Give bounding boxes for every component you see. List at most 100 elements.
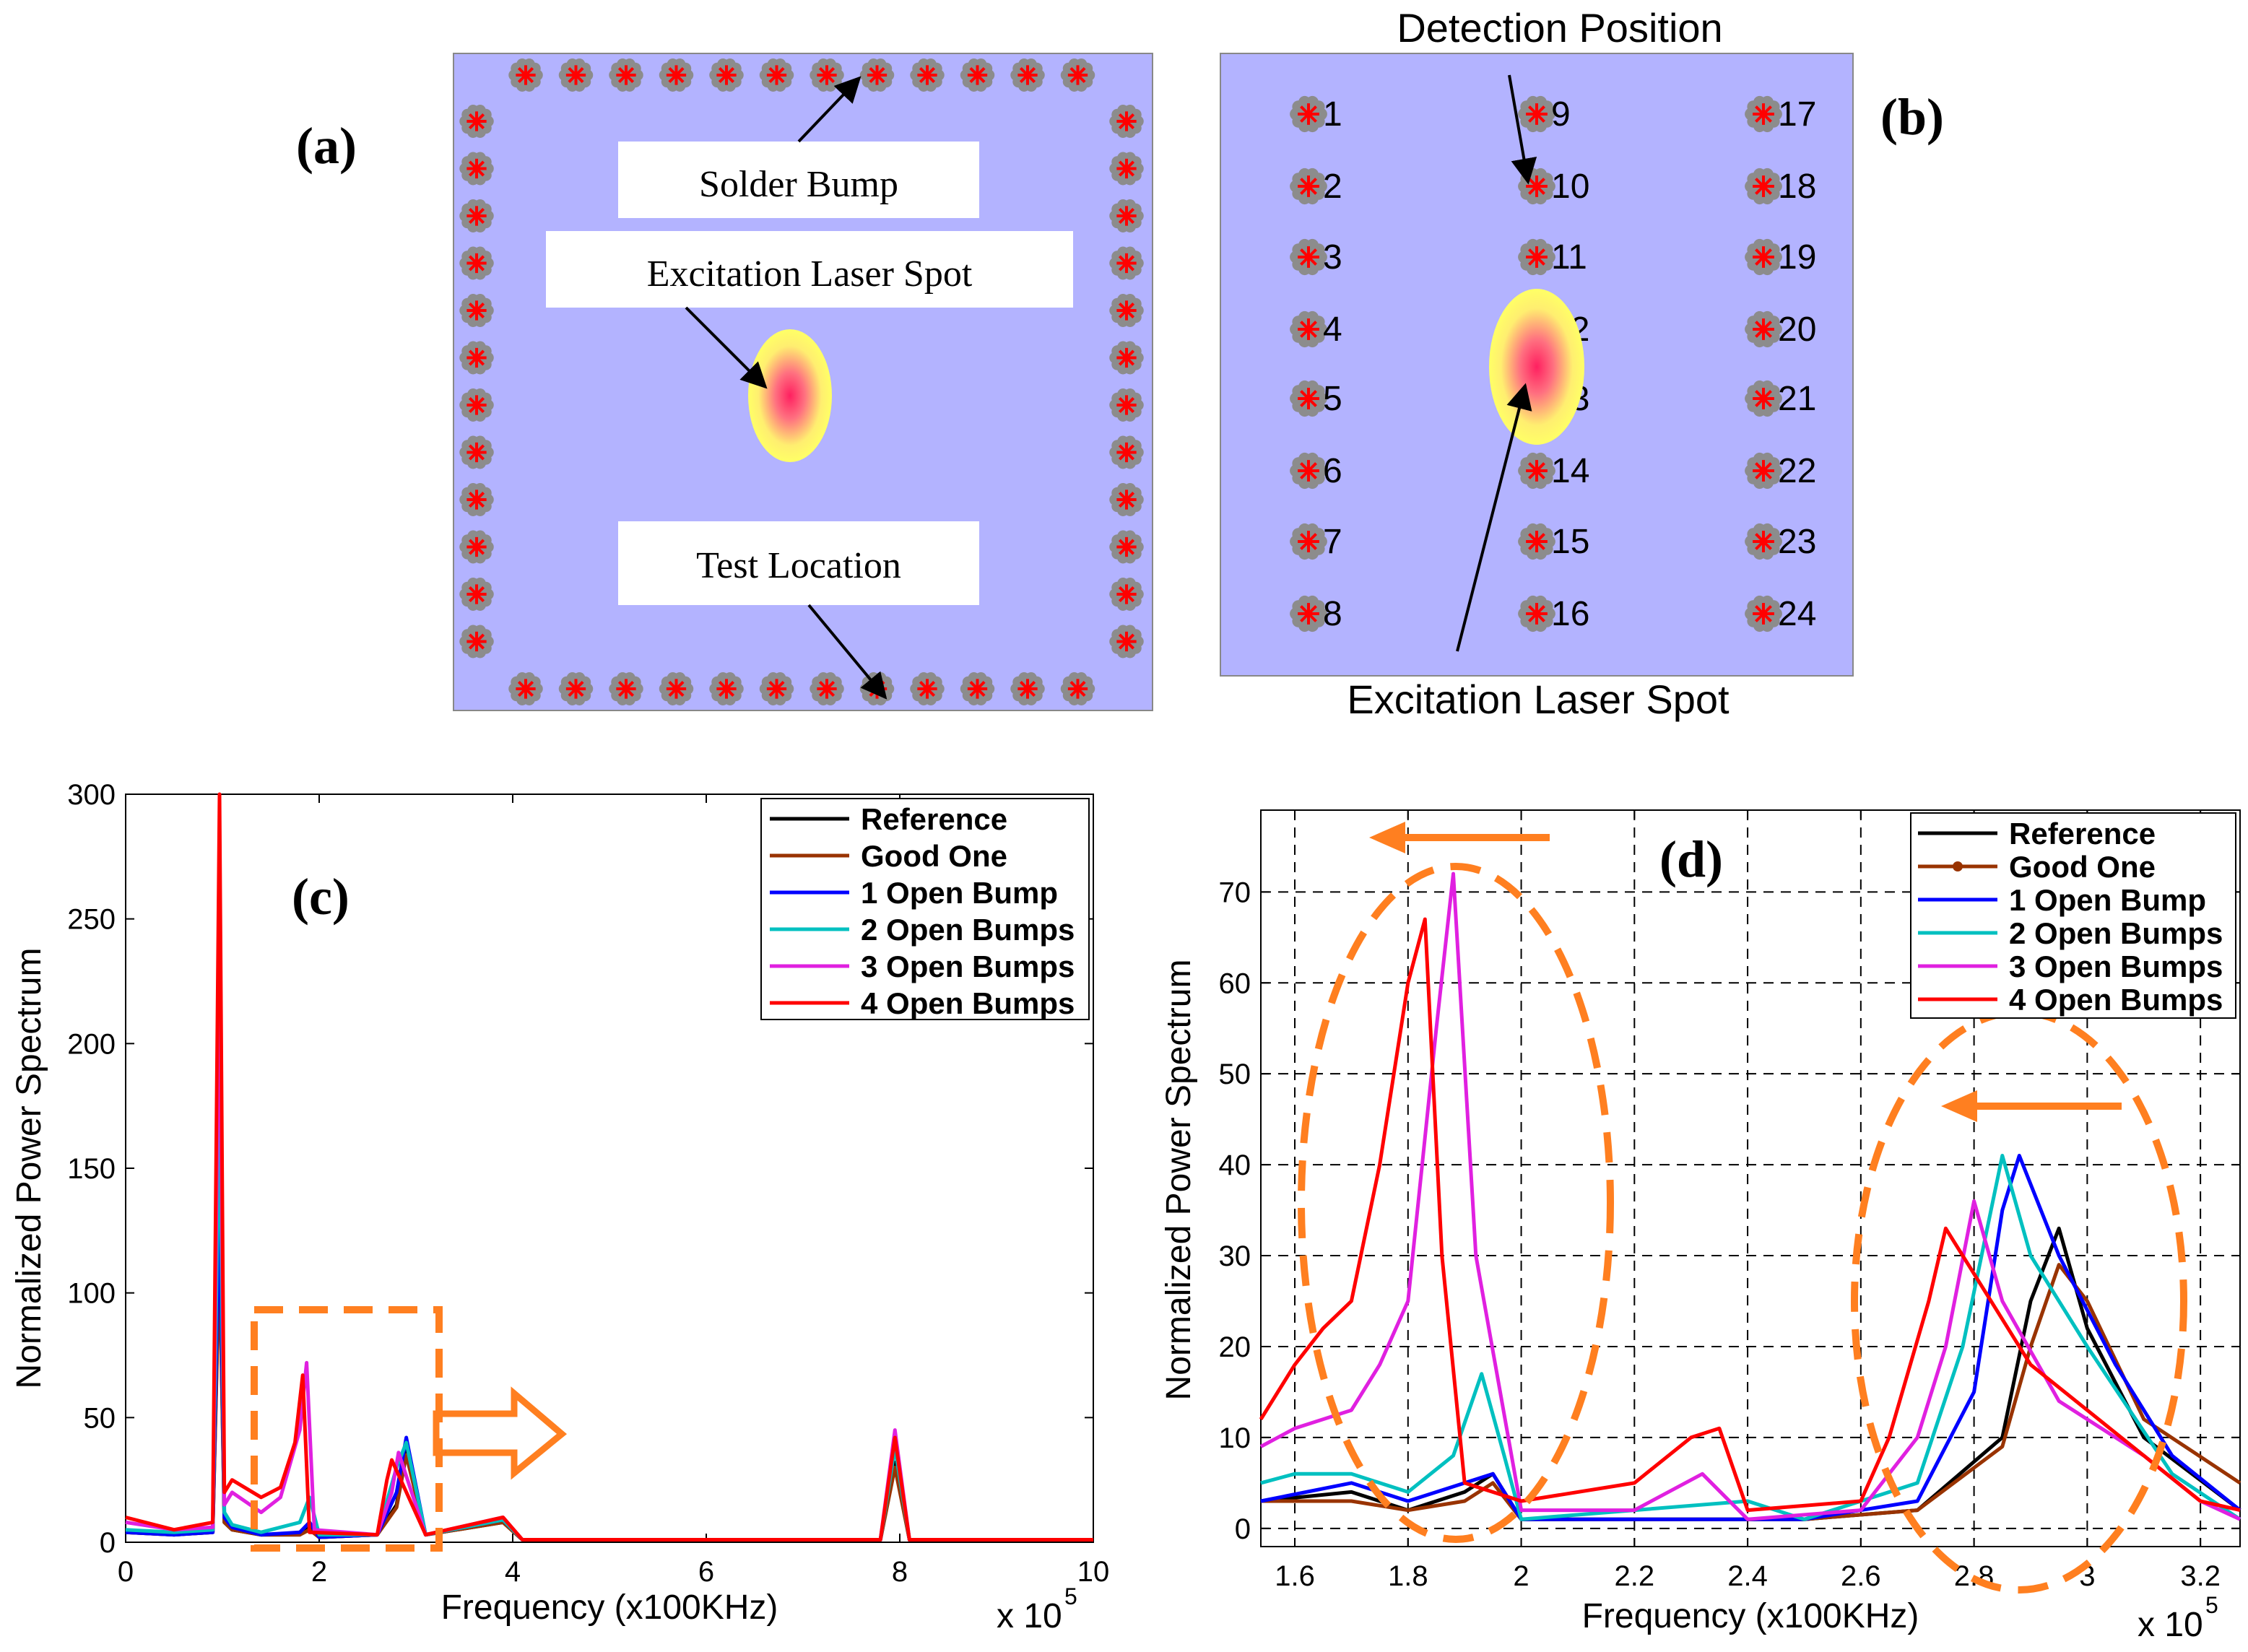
panel-a: Solder Bump Excitation Laser Spot Test L… [296,53,1153,711]
solder-bump [709,672,744,705]
excitation-label-box-a [546,231,1073,308]
solder-bump [459,246,494,280]
solder-bump [1109,152,1144,186]
detection-number: 2 [1323,168,1342,206]
excitation-laser-spot-b [1489,289,1584,445]
solder-bump [960,58,995,92]
x-tick-label: 2.2 [1615,1560,1655,1592]
solder-bump [459,199,494,232]
chart-d-series [1259,871,2242,1521]
solder-bump [1010,672,1045,705]
solder-bump [1290,310,1327,348]
x-tick-label: 2.4 [1727,1560,1768,1592]
test-location-label: Test Location [696,545,901,586]
solder-bump [1290,168,1327,205]
y-tick-label: 10 [1219,1422,1251,1454]
legend-entry: Reference [861,802,1007,836]
solder-bump [1060,58,1095,92]
solder-bump [1290,452,1327,490]
y-tick-label: 300 [67,779,116,811]
solder-bump [1109,530,1144,564]
y-tick-label: 100 [67,1278,116,1310]
detection-number: 7 [1323,523,1342,561]
solder-bump [1109,388,1144,422]
x-tick-label: 2 [1513,1560,1529,1592]
chart-d-xlabel: Frequency (x100KHz) [1582,1597,1919,1635]
solder-bump [1109,199,1144,232]
solder-bump [1109,105,1144,138]
legend-entry: 4 Open Bumps [2009,983,2223,1017]
detection-number: 24 [1778,595,1816,633]
solder-bump-label-box [618,142,979,218]
detection-number: 11 [1551,238,1587,277]
solder-bump [459,294,494,327]
solder-bump [1290,238,1327,276]
solder-bump [709,58,744,92]
x-tick-label: 3.2 [2180,1560,2221,1592]
solder-bump [1745,452,1782,490]
detection-number: 23 [1778,523,1816,561]
detection-number: 5 [1323,380,1342,418]
x-tick-label: 0 [118,1556,134,1588]
detection-arrow [1508,74,1537,185]
y-tick-label: 40 [1219,1149,1251,1181]
chart-d-multiplier-exp: 5 [2205,1592,2218,1618]
y-tick-label: 50 [1219,1058,1251,1090]
detection-number: 1 [1323,95,1342,134]
detection-number: 14 [1551,452,1589,490]
y-tick-label: 60 [1219,968,1251,999]
detection-number: 19 [1778,238,1816,277]
solder-bump [459,105,494,138]
x-tick-label: 8 [892,1556,908,1588]
panel-d-label: (d) [1659,830,1723,888]
solder-bump [459,483,494,516]
series-line [1260,1154,2242,1521]
solder-bump [810,58,844,92]
detection-number: 15 [1551,523,1589,561]
solder-bump [960,672,995,705]
solder-bumps [459,58,1144,705]
panel-c-label: (c) [292,868,350,926]
legend-box [760,798,1090,1020]
panel-a-label: (a) [296,117,357,175]
solder-bump [1109,341,1144,375]
solder-bump [508,672,543,705]
solder-bump-label: Solder Bump [699,164,898,205]
solder-bump [910,58,945,92]
solder-bump [1290,595,1327,632]
detection-number: 20 [1778,310,1816,349]
legend-marker [1953,861,1963,871]
chart-c-xlabel: Frequency (x100KHz) [441,1588,778,1627]
chart-d-ylabel: Normalized Power Spectrum [1160,960,1198,1401]
chart-c-series [125,792,1093,1542]
x-tick-label: 2.6 [1841,1560,1881,1592]
detection-number: 21 [1778,380,1816,418]
legend-entry: 1 Open Bump [861,876,1058,910]
series-line [1259,871,2242,1521]
solder-bump [1745,595,1782,632]
detection-number: 10 [1551,168,1589,206]
solder-bump [759,58,794,92]
solder-bump [1518,238,1555,276]
y-tick-label: 50 [84,1402,116,1434]
y-tick-label: 250 [67,904,116,936]
chart-d-multiplier: x 10 [2138,1606,2203,1644]
chart-c-multiplier-exp: 5 [1064,1583,1077,1609]
excitation-arrow-b [1456,383,1532,652]
x-tick-label: 1.6 [1275,1560,1315,1592]
y-tick-label: 20 [1219,1331,1251,1363]
legend-entry: Good One [2009,850,2156,884]
legend-entry: Reference [2009,817,2156,851]
solder-bump [1518,95,1555,133]
test-location-label-box [618,521,979,605]
panel-b-label: (b) [1880,88,1944,146]
panel-b: 1 2 3 4 5 6 7 8 9 10 11 12 13 14 15 16 1… [1220,5,1944,722]
solder-bump [659,672,694,705]
solder-bump [859,58,895,92]
y-tick-label: 0 [1235,1513,1251,1545]
solder-bump [1010,58,1045,92]
solder-bump [558,58,594,92]
solder-bump [1518,452,1555,490]
